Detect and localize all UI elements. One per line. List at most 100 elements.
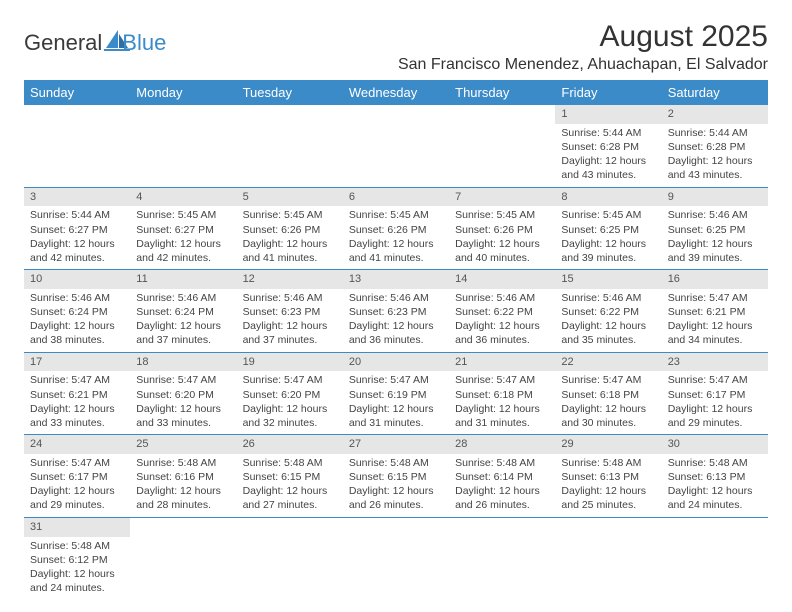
daylight-line: Daylight: 12 hours and 42 minutes. [136, 237, 230, 265]
sunset-line: Sunset: 6:28 PM [561, 140, 655, 154]
daylight-line: Daylight: 12 hours and 31 minutes. [455, 402, 549, 430]
day-number: 6 [343, 188, 449, 207]
day-content: Sunrise: 5:48 AMSunset: 6:15 PMDaylight:… [343, 454, 449, 517]
sunset-line: Sunset: 6:21 PM [668, 305, 762, 319]
day-number: 21 [449, 353, 555, 372]
weekday-header-row: SundayMondayTuesdayWednesdayThursdayFrid… [24, 80, 768, 105]
weekday-header: Wednesday [343, 80, 449, 105]
sunset-line: Sunset: 6:18 PM [561, 388, 655, 402]
month-title: August 2025 [398, 20, 768, 54]
calendar-cell: 5Sunrise: 5:45 AMSunset: 6:26 PMDaylight… [237, 187, 343, 270]
calendar-cell [662, 517, 768, 599]
calendar-week-row: 17Sunrise: 5:47 AMSunset: 6:21 PMDayligh… [24, 352, 768, 435]
calendar-cell: 8Sunrise: 5:45 AMSunset: 6:25 PMDaylight… [555, 187, 661, 270]
daylight-line: Daylight: 12 hours and 24 minutes. [30, 567, 124, 595]
day-content: Sunrise: 5:47 AMSunset: 6:18 PMDaylight:… [449, 371, 555, 434]
daylight-line: Daylight: 12 hours and 40 minutes. [455, 237, 549, 265]
daylight-line: Daylight: 12 hours and 39 minutes. [668, 237, 762, 265]
day-number: 20 [343, 353, 449, 372]
daylight-line: Daylight: 12 hours and 41 minutes. [349, 237, 443, 265]
day-content: Sunrise: 5:48 AMSunset: 6:14 PMDaylight:… [449, 454, 555, 517]
day-number: 19 [237, 353, 343, 372]
calendar-cell: 13Sunrise: 5:46 AMSunset: 6:23 PMDayligh… [343, 270, 449, 353]
sunrise-line: Sunrise: 5:45 AM [243, 208, 337, 222]
calendar-cell [343, 517, 449, 599]
calendar-week-row: 31Sunrise: 5:48 AMSunset: 6:12 PMDayligh… [24, 517, 768, 599]
title-block: August 2025 San Francisco Menendez, Ahua… [398, 20, 768, 74]
calendar-cell: 6Sunrise: 5:45 AMSunset: 6:26 PMDaylight… [343, 187, 449, 270]
calendar-cell: 16Sunrise: 5:47 AMSunset: 6:21 PMDayligh… [662, 270, 768, 353]
daylight-line: Daylight: 12 hours and 27 minutes. [243, 484, 337, 512]
sunrise-line: Sunrise: 5:48 AM [668, 456, 762, 470]
calendar-cell: 25Sunrise: 5:48 AMSunset: 6:16 PMDayligh… [130, 435, 236, 518]
day-content: Sunrise: 5:47 AMSunset: 6:20 PMDaylight:… [130, 371, 236, 434]
sunset-line: Sunset: 6:27 PM [136, 223, 230, 237]
day-number: 8 [555, 188, 661, 207]
calendar-cell: 20Sunrise: 5:47 AMSunset: 6:19 PMDayligh… [343, 352, 449, 435]
calendar-cell: 22Sunrise: 5:47 AMSunset: 6:18 PMDayligh… [555, 352, 661, 435]
sunrise-line: Sunrise: 5:48 AM [561, 456, 655, 470]
sunrise-line: Sunrise: 5:46 AM [30, 291, 124, 305]
calendar-cell: 28Sunrise: 5:48 AMSunset: 6:14 PMDayligh… [449, 435, 555, 518]
weekday-header: Sunday [24, 80, 130, 105]
daylight-line: Daylight: 12 hours and 26 minutes. [349, 484, 443, 512]
calendar-week-row: 3Sunrise: 5:44 AMSunset: 6:27 PMDaylight… [24, 187, 768, 270]
calendar-cell: 15Sunrise: 5:46 AMSunset: 6:22 PMDayligh… [555, 270, 661, 353]
logo: General Blue [24, 28, 166, 57]
sunset-line: Sunset: 6:17 PM [668, 388, 762, 402]
calendar-cell: 30Sunrise: 5:48 AMSunset: 6:13 PMDayligh… [662, 435, 768, 518]
calendar-cell: 27Sunrise: 5:48 AMSunset: 6:15 PMDayligh… [343, 435, 449, 518]
day-content: Sunrise: 5:46 AMSunset: 6:23 PMDaylight:… [237, 289, 343, 352]
day-content: Sunrise: 5:47 AMSunset: 6:21 PMDaylight:… [662, 289, 768, 352]
sunrise-line: Sunrise: 5:47 AM [561, 373, 655, 387]
daylight-line: Daylight: 12 hours and 33 minutes. [30, 402, 124, 430]
calendar-cell: 7Sunrise: 5:45 AMSunset: 6:26 PMDaylight… [449, 187, 555, 270]
calendar-week-row: 1Sunrise: 5:44 AMSunset: 6:28 PMDaylight… [24, 105, 768, 187]
day-content: Sunrise: 5:45 AMSunset: 6:26 PMDaylight:… [343, 206, 449, 269]
day-content: Sunrise: 5:46 AMSunset: 6:22 PMDaylight:… [555, 289, 661, 352]
calendar-cell: 14Sunrise: 5:46 AMSunset: 6:22 PMDayligh… [449, 270, 555, 353]
day-content: Sunrise: 5:45 AMSunset: 6:26 PMDaylight:… [449, 206, 555, 269]
header: General Blue August 2025 San Francisco M… [24, 20, 768, 74]
day-number: 14 [449, 270, 555, 289]
day-content: Sunrise: 5:47 AMSunset: 6:17 PMDaylight:… [662, 371, 768, 434]
day-content: Sunrise: 5:48 AMSunset: 6:13 PMDaylight:… [662, 454, 768, 517]
day-content: Sunrise: 5:46 AMSunset: 6:25 PMDaylight:… [662, 206, 768, 269]
calendar-cell: 4Sunrise: 5:45 AMSunset: 6:27 PMDaylight… [130, 187, 236, 270]
calendar-cell: 18Sunrise: 5:47 AMSunset: 6:20 PMDayligh… [130, 352, 236, 435]
day-number: 18 [130, 353, 236, 372]
sunset-line: Sunset: 6:25 PM [561, 223, 655, 237]
calendar-cell: 1Sunrise: 5:44 AMSunset: 6:28 PMDaylight… [555, 105, 661, 187]
daylight-line: Daylight: 12 hours and 30 minutes. [561, 402, 655, 430]
sunset-line: Sunset: 6:24 PM [30, 305, 124, 319]
day-content: Sunrise: 5:47 AMSunset: 6:17 PMDaylight:… [24, 454, 130, 517]
calendar-table: SundayMondayTuesdayWednesdayThursdayFrid… [24, 80, 768, 599]
day-content: Sunrise: 5:46 AMSunset: 6:24 PMDaylight:… [24, 289, 130, 352]
day-content: Sunrise: 5:48 AMSunset: 6:16 PMDaylight:… [130, 454, 236, 517]
sunrise-line: Sunrise: 5:45 AM [455, 208, 549, 222]
sunrise-line: Sunrise: 5:47 AM [349, 373, 443, 387]
sunrise-line: Sunrise: 5:48 AM [30, 539, 124, 553]
calendar-cell: 26 Sunrise: 5:48 AMSunset: 6:15 PMDayligh… [237, 435, 343, 518]
sunset-line: Sunset: 6:14 PM [455, 470, 549, 484]
day-content: Sunrise: 5:45 AMSunset: 6:26 PMDaylight:… [237, 206, 343, 269]
sunset-line: Sunset: 6:15 PM [349, 470, 443, 484]
daylight-line: Daylight: 12 hours and 33 minutes. [136, 402, 230, 430]
day-number: 16 [662, 270, 768, 289]
sunset-line: Sunset: 6:12 PM [30, 553, 124, 567]
calendar-cell [24, 105, 130, 187]
daylight-line: Daylight: 12 hours and 25 minutes. [561, 484, 655, 512]
daylight-line: Daylight: 12 hours and 42 minutes. [30, 237, 124, 265]
day-number: 26 [237, 435, 343, 454]
sunset-line: Sunset: 6:20 PM [243, 388, 337, 402]
day-number: 28 [449, 435, 555, 454]
sunrise-line: Sunrise: 5:46 AM [349, 291, 443, 305]
calendar-cell: 12Sunrise: 5:46 AMSunset: 6:23 PMDayligh… [237, 270, 343, 353]
sunset-line: Sunset: 6:15 PM [243, 470, 337, 484]
sunrise-line: Sunrise: 5:46 AM [561, 291, 655, 305]
sunset-line: Sunset: 6:24 PM [136, 305, 230, 319]
day-number: 1 [555, 105, 661, 124]
daylight-line: Daylight: 12 hours and 43 minutes. [561, 154, 655, 182]
sunrise-line: Sunrise: 5:48 AM [243, 456, 337, 470]
day-content: Sunrise: 5:47 AMSunset: 6:21 PMDaylight:… [24, 371, 130, 434]
